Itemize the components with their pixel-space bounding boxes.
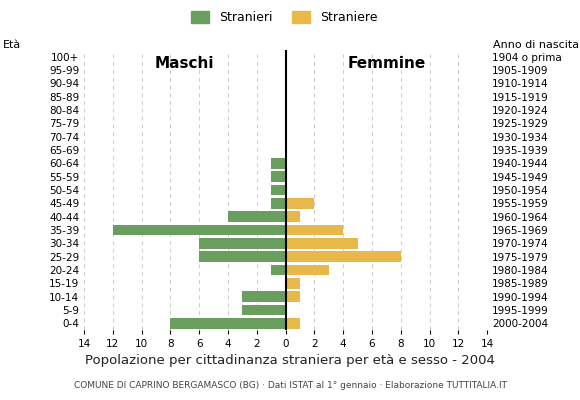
Bar [285, 265, 329, 275]
Text: Anno di nascita: Anno di nascita [493, 40, 579, 50]
Bar [285, 278, 300, 289]
Bar [228, 211, 285, 222]
Bar [285, 198, 314, 209]
Bar [113, 225, 285, 235]
Text: Femmine: Femmine [347, 56, 426, 71]
Bar [285, 238, 358, 249]
Text: Maschi: Maschi [155, 56, 215, 71]
Bar [285, 291, 300, 302]
Legend: Stranieri, Straniere: Stranieri, Straniere [186, 6, 383, 29]
Bar [200, 238, 285, 249]
Bar [285, 318, 300, 329]
Bar [285, 225, 343, 235]
Text: COMUNE DI CAPRINO BERGAMASCO (BG) · Dati ISTAT al 1° gennaio · Elaborazione TUTT: COMUNE DI CAPRINO BERGAMASCO (BG) · Dati… [74, 381, 506, 390]
Bar [242, 305, 285, 315]
Bar [271, 171, 285, 182]
Bar [171, 318, 285, 329]
Bar [200, 251, 285, 262]
Bar [285, 251, 401, 262]
Bar [271, 265, 285, 275]
Bar [242, 291, 285, 302]
Text: Popolazione per cittadinanza straniera per età e sesso - 2004: Popolazione per cittadinanza straniera p… [85, 354, 495, 367]
Bar [285, 211, 300, 222]
Text: Età: Età [3, 40, 21, 50]
Bar [271, 158, 285, 169]
Bar [271, 185, 285, 195]
Bar [271, 198, 285, 209]
